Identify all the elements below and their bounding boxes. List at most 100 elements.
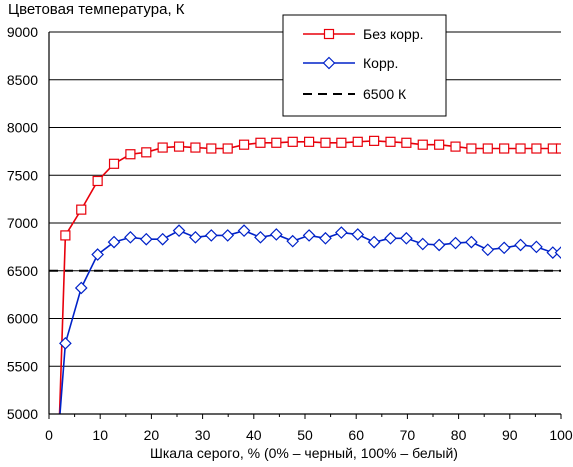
square-marker [385,136,396,147]
diamond-marker [189,230,202,244]
square-marker [222,143,233,154]
x-tick-label: 30 [195,427,211,443]
legend-box [282,14,447,117]
y-tick-label: 5000 [7,406,38,422]
square-marker [320,137,331,148]
square-marker [206,143,217,154]
x-tick-label: 100 [549,427,573,443]
x-tick-label: 0 [45,427,53,443]
diamond-marker [384,231,397,245]
x-tick-label: 90 [502,427,518,443]
axes [48,32,562,419]
x-tick-label: 10 [92,427,108,443]
square-marker [238,139,250,150]
legend-label: 6500 К [363,86,407,102]
square-marker [287,136,298,147]
x-tick-label: 70 [400,427,416,443]
diamond-marker [269,228,283,241]
square-marker [555,143,561,154]
square-marker [108,158,120,169]
legend: Без корр. Корр. 6500 К [282,14,447,117]
diamond-marker [107,235,121,249]
square-marker [125,149,136,160]
series-1 [54,224,561,429]
diamond-marker [74,281,88,295]
y-tick-labels: 5000 5500 6000 6500 7000 7500 8000 8500 9000 [7,24,38,422]
legend-items: Без корр. Корр. 6500 К [303,26,424,102]
square-marker [92,175,103,187]
y-tick-label: 8000 [7,120,38,136]
x-tick-label: 60 [348,427,364,443]
legend-item: Корр. [303,55,398,71]
square-marker [76,204,87,215]
square-marker [450,141,461,152]
diamond-marker [449,236,462,250]
square-marker [336,137,347,148]
diamond-marker [530,240,543,254]
square-marker [352,136,363,147]
x-axis-label: Шкала серого, % (0% – черный, 100% – бел… [150,445,458,461]
diamond-marker [302,229,316,242]
square-marker [531,143,542,154]
square-marker [60,230,71,241]
diamond-marker [497,241,511,255]
diamond-marker [54,418,65,429]
legend-label: Без корр. [363,26,424,42]
diamond-marker [481,243,495,257]
diamond-marker [286,234,300,248]
x-tick-label: 20 [144,427,160,443]
y-tick-label: 5500 [7,358,38,374]
diamond-marker [237,224,251,237]
square-marker [482,143,493,154]
square-marker [515,143,526,154]
series-layer [49,135,561,429]
diamond-marker [139,232,153,246]
diamond-marker [221,229,235,242]
x-tick-label: 40 [246,427,262,443]
square-marker [323,28,335,40]
diamond-marker [351,228,365,241]
square-marker [173,141,185,152]
y-tick-label: 8500 [7,72,38,88]
legend-item: 6500 К [303,86,407,102]
square-marker [141,147,152,158]
series-line [58,140,561,414]
diamond-marker [204,229,218,242]
square-marker [499,143,510,154]
series-0 [58,135,561,414]
square-marker [255,137,266,148]
y-tick-label: 9000 [7,24,38,40]
legend-item: Без корр. [303,26,424,42]
y-tick-label: 7500 [7,167,38,183]
diamond-marker [319,231,332,245]
diamond-marker [554,246,561,259]
diamond-marker [91,248,104,261]
square-marker [369,135,380,146]
y-tick-label: 6000 [7,311,38,327]
diamond-marker [172,224,186,237]
diamond-marker [514,238,527,252]
diamond-marker [254,230,267,244]
diamond-marker [322,56,336,70]
diamond-marker [400,231,413,245]
square-marker [401,137,412,148]
y-tick-label: 6500 [7,263,38,279]
square-marker [271,137,282,148]
x-tick-label: 80 [451,427,467,443]
square-marker [434,139,445,150]
diamond-marker [124,230,137,244]
diamond-marker [465,235,478,249]
series-line [59,229,561,414]
legend-label: Корр. [363,55,398,71]
square-marker [303,136,315,147]
diamond-marker [335,226,348,239]
y-tick-label: 7000 [7,215,38,231]
diamond-marker [546,246,560,259]
diamond-marker [432,238,446,252]
square-marker [157,142,168,153]
square-marker [190,142,201,153]
diamond-marker [416,237,430,251]
x-tick-labels: 0 10 20 30 40 50 60 70 80 90 100 [45,427,573,443]
chart-title: Цветовая температура, К [8,1,185,18]
